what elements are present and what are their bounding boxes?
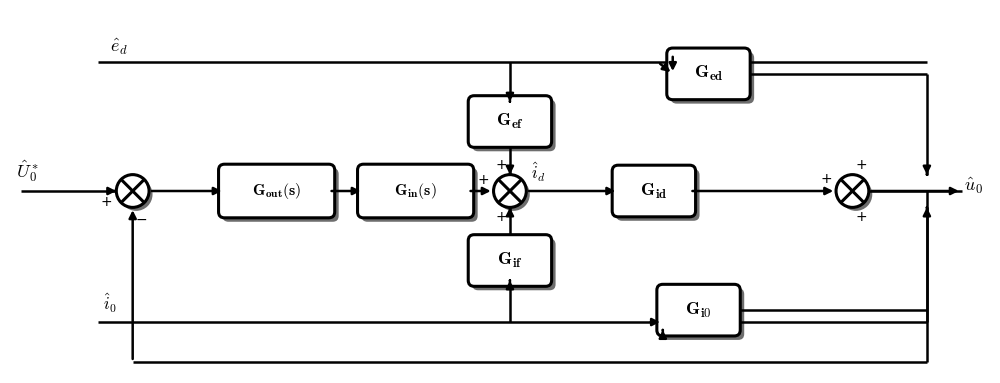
- FancyBboxPatch shape: [616, 169, 700, 221]
- Text: +: +: [101, 195, 112, 209]
- Text: +: +: [495, 210, 507, 224]
- FancyBboxPatch shape: [358, 164, 474, 218]
- FancyBboxPatch shape: [472, 100, 556, 151]
- Text: $\mathbf{G_{id}}$: $\mathbf{G_{id}}$: [640, 182, 668, 201]
- FancyBboxPatch shape: [223, 168, 339, 222]
- Text: $\mathbf{G_{i0}}$: $\mathbf{G_{i0}}$: [685, 301, 712, 320]
- FancyBboxPatch shape: [468, 96, 552, 147]
- Circle shape: [836, 175, 869, 207]
- Text: $\mathbf{G_{ed}}$: $\mathbf{G_{ed}}$: [694, 64, 723, 83]
- Text: $\mathbf{G_{if}}$: $\mathbf{G_{if}}$: [497, 251, 523, 270]
- FancyBboxPatch shape: [667, 48, 750, 100]
- FancyBboxPatch shape: [657, 284, 740, 336]
- FancyBboxPatch shape: [362, 168, 478, 222]
- Text: $\hat{U}_0^*$: $\hat{U}_0^*$: [16, 159, 38, 184]
- FancyBboxPatch shape: [472, 239, 556, 290]
- FancyBboxPatch shape: [468, 235, 552, 286]
- Circle shape: [116, 175, 149, 207]
- FancyBboxPatch shape: [219, 164, 335, 218]
- Text: $\hat{e}_d$: $\hat{e}_d$: [110, 37, 128, 57]
- Text: $\hat{u}_0$: $\hat{u}_0$: [964, 176, 983, 196]
- FancyBboxPatch shape: [661, 288, 744, 340]
- Text: +: +: [478, 173, 490, 187]
- Text: $-$: $-$: [135, 211, 147, 225]
- Circle shape: [494, 175, 526, 207]
- Text: +: +: [820, 172, 832, 186]
- Circle shape: [840, 178, 872, 211]
- Text: $\mathbf{G_{in}(s)}$: $\mathbf{G_{in}(s)}$: [394, 181, 437, 201]
- Text: $\hat{i}_d$: $\hat{i}_d$: [531, 160, 546, 184]
- FancyBboxPatch shape: [612, 165, 696, 217]
- Text: +: +: [855, 158, 867, 172]
- Circle shape: [120, 178, 153, 211]
- Text: $\mathbf{G_{out}(s)}$: $\mathbf{G_{out}(s)}$: [252, 181, 301, 201]
- FancyBboxPatch shape: [671, 52, 754, 104]
- Text: +: +: [855, 210, 867, 224]
- Text: $\hat{i}_0$: $\hat{i}_0$: [103, 291, 117, 315]
- Circle shape: [497, 178, 530, 211]
- Text: +: +: [495, 158, 507, 172]
- Text: $\mathbf{G_{ef}}$: $\mathbf{G_{ef}}$: [496, 112, 524, 131]
